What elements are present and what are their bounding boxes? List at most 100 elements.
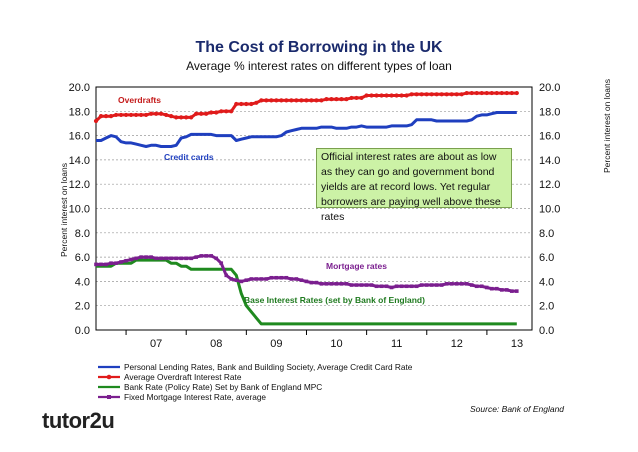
mortgage-point	[419, 283, 424, 287]
mortgage-point	[319, 282, 324, 286]
mortgage-point	[484, 285, 489, 290]
overdraft-point	[369, 93, 374, 98]
overdraft-point	[344, 97, 349, 102]
y-tick-label-right: 2.0	[539, 301, 554, 313]
mortgage-point	[454, 282, 459, 286]
mortgage-point	[364, 283, 369, 287]
mortgage-point	[94, 262, 98, 267]
overdraft-point	[414, 92, 419, 97]
overdraft-point	[118, 112, 124, 118]
y-tick-label-right: 8.0	[539, 228, 554, 240]
mortgage-point	[304, 279, 309, 284]
mortgage-point	[114, 261, 118, 265]
mortgage-point	[389, 285, 394, 290]
mortgage-point	[399, 284, 404, 289]
overdraft-point	[429, 92, 434, 97]
mortgage-point	[469, 283, 474, 287]
chart-subtitle: Average % interest rates on different ty…	[186, 59, 452, 73]
overdraft-point	[244, 101, 249, 107]
overdraft-point	[249, 101, 254, 107]
mortgage-point	[409, 284, 414, 289]
overdraft-point	[98, 114, 104, 119]
mortgage-point	[99, 262, 103, 267]
mortgage-point	[424, 283, 429, 287]
overdraft-point	[143, 112, 149, 118]
overdraft-point	[494, 90, 499, 96]
mortgage-point	[169, 256, 173, 261]
x-tick-label: 11	[391, 338, 402, 350]
y-tick-label-left: 4.0	[75, 276, 90, 288]
mortgage-point	[184, 256, 188, 261]
y-tick-label-right: 12.0	[539, 179, 560, 191]
mortgage-point	[154, 256, 158, 261]
overdraft-point	[299, 98, 304, 103]
overdraft-point	[399, 93, 404, 98]
mortgage-point	[214, 256, 219, 261]
legend-label: Personal Lending Rates, Bank and Buildin…	[124, 362, 413, 372]
y-axis-label-right: Percent interest on loans	[602, 79, 612, 173]
overdraft-point	[113, 112, 119, 118]
overdraft-point	[484, 90, 489, 96]
y-axis-left: 0.0 2.0 4.0 6.0 8.0 10.0 12.0 14.0 16.0 18.0 20.0	[69, 82, 90, 337]
y-axis-right: 0.0 2.0 4.0 6.0 8.0 10.0 12.0 14.0 16.0 18.0 20.0	[539, 82, 560, 337]
mortgage-point	[139, 255, 143, 259]
overdraft-point	[229, 109, 234, 114]
overdraft-point	[214, 110, 219, 115]
mortgage-point	[464, 282, 469, 286]
mortgage-point	[439, 283, 444, 287]
overdraft-point	[159, 111, 164, 116]
overdraft-point	[334, 97, 339, 102]
tutor2u-logo: tutor2u	[42, 408, 115, 433]
overdraft-point	[189, 115, 194, 120]
mortgage-point	[194, 255, 198, 259]
mortgage-point	[499, 288, 504, 292]
y-tick-label-right: 16.0	[539, 131, 560, 143]
mortgage-point	[504, 288, 509, 292]
mortgage-point	[104, 262, 108, 267]
overdraft-point	[219, 109, 224, 114]
overdraft-point	[204, 111, 209, 116]
y-tick-label-left: 18.0	[69, 106, 90, 118]
legend: Personal Lending Rates, Bank and Buildin…	[98, 362, 413, 402]
overdraft-point	[489, 90, 494, 96]
overdraft-point	[289, 98, 294, 103]
mortgage-point	[244, 278, 249, 282]
overdraft-point	[389, 93, 394, 98]
x-tick-label: 07	[150, 338, 162, 350]
overdraft-point	[133, 112, 139, 118]
mortgage-point	[479, 284, 484, 289]
overdraft-point	[184, 115, 189, 120]
series-line-2	[96, 258, 517, 326]
mortgage-point	[339, 282, 344, 286]
mortgage-point	[394, 284, 399, 289]
overdraft-point	[464, 90, 469, 96]
mortgage-point	[209, 254, 214, 258]
annotation-box: Official interest rates are about as low…	[316, 148, 512, 223]
label-mortgage-rates: Mortgage rates	[326, 261, 387, 271]
y-tick-label-right: 0.0	[539, 325, 554, 337]
mortgage-point	[314, 280, 319, 285]
mortgage-point	[254, 277, 259, 281]
overdraft-point	[439, 92, 444, 97]
mortgage-point	[289, 277, 294, 281]
mortgage-point	[149, 255, 153, 259]
x-tick-label: 13	[511, 338, 523, 350]
mortgage-point	[474, 284, 479, 289]
overdraft-point	[284, 98, 289, 103]
overdraft-point	[319, 98, 324, 103]
y-tick-label-right: 18.0	[539, 106, 560, 118]
legend-label: Fixed Mortgage Interest Rate, average	[124, 392, 266, 402]
overdraft-point	[449, 92, 454, 97]
overdraft-point	[269, 98, 274, 103]
overdraft-point	[454, 92, 459, 97]
mortgage-point	[249, 277, 254, 281]
overdraft-point	[279, 98, 284, 103]
mortgage-point	[444, 282, 449, 286]
overdraft-point	[304, 98, 309, 103]
mortgage-point	[374, 284, 379, 289]
mortgage-point	[199, 254, 203, 258]
overdraft-point	[459, 92, 464, 97]
mortgage-point	[259, 277, 264, 281]
y-axis-label-left: Percent interest on loans	[59, 163, 69, 257]
mortgage-point	[179, 256, 183, 261]
